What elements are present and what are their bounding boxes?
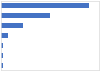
- Bar: [1, 43, 3, 48]
- Bar: [1, 63, 2, 68]
- Bar: [1, 13, 50, 18]
- Bar: [1, 23, 23, 28]
- Bar: [1, 3, 89, 8]
- Bar: [1, 53, 3, 58]
- Bar: [1, 33, 8, 38]
